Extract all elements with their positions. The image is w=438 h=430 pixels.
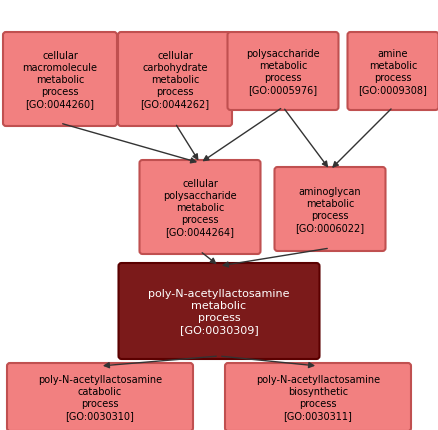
FancyBboxPatch shape bbox=[227, 33, 339, 111]
FancyBboxPatch shape bbox=[3, 33, 117, 127]
Text: poly-N-acetyllactosamine
metabolic
process
[GO:0030309]: poly-N-acetyllactosamine metabolic proce… bbox=[148, 289, 290, 334]
FancyBboxPatch shape bbox=[139, 161, 261, 255]
Text: cellular
macromolecule
metabolic
process
[GO:0044260]: cellular macromolecule metabolic process… bbox=[22, 51, 98, 109]
Text: polysaccharide
metabolic
process
[GO:0005976]: polysaccharide metabolic process [GO:000… bbox=[246, 49, 320, 95]
FancyBboxPatch shape bbox=[118, 33, 232, 127]
FancyBboxPatch shape bbox=[7, 363, 193, 430]
FancyBboxPatch shape bbox=[225, 363, 411, 430]
Text: cellular
polysaccharide
metabolic
process
[GO:0044264]: cellular polysaccharide metabolic proces… bbox=[163, 178, 237, 236]
Text: cellular
carbohydrate
metabolic
process
[GO:0044262]: cellular carbohydrate metabolic process … bbox=[141, 51, 209, 109]
FancyBboxPatch shape bbox=[347, 33, 438, 111]
FancyBboxPatch shape bbox=[275, 168, 385, 252]
Text: poly-N-acetyllactosamine
catabolic
process
[GO:0030310]: poly-N-acetyllactosamine catabolic proce… bbox=[38, 374, 162, 420]
FancyBboxPatch shape bbox=[119, 264, 319, 359]
Text: aminoglycan
metabolic
process
[GO:0006022]: aminoglycan metabolic process [GO:000602… bbox=[296, 187, 364, 233]
Text: poly-N-acetyllactosamine
biosynthetic
process
[GO:0030311]: poly-N-acetyllactosamine biosynthetic pr… bbox=[256, 374, 380, 420]
Text: amine
metabolic
process
[GO:0009308]: amine metabolic process [GO:0009308] bbox=[359, 49, 427, 95]
